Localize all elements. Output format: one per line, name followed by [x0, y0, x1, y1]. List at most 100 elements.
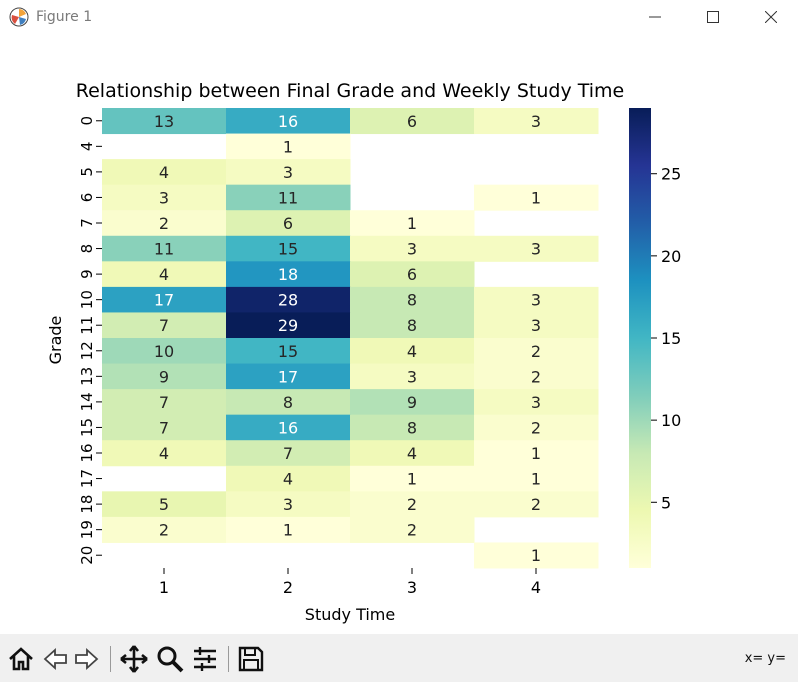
colorbar-tick-label: 10 [661, 411, 681, 430]
y-tick-label: 12 [78, 341, 96, 360]
heatmap-cell [102, 235, 227, 262]
y-tick-label: 0 [78, 116, 96, 126]
heatmap-cell [226, 389, 351, 416]
heatmap-cell [474, 338, 599, 365]
home-button[interactable] [6, 644, 36, 674]
y-tick-label: 5 [78, 167, 96, 177]
figure-canvas[interactable]: Relationship between Final Grade and Wee… [0, 34, 798, 648]
cell-value-label: 28 [278, 291, 298, 310]
heatmap-cell [226, 440, 351, 467]
back-button[interactable] [40, 644, 70, 674]
cell-value-label: 11 [278, 188, 298, 207]
zoom-icon [157, 646, 184, 673]
navigation-toolbar: x= y= [0, 634, 798, 682]
heatmap-cell [350, 338, 475, 365]
cell-value-label: 6 [407, 265, 417, 284]
heatmap-cell [474, 184, 599, 211]
cell-value-label: 3 [531, 112, 541, 131]
heatmap-cell [102, 159, 227, 186]
y-tick-label: 16 [78, 443, 96, 462]
chart-title: Relationship between Final Grade and Wee… [76, 80, 624, 102]
y-tick-label: 10 [78, 290, 96, 309]
heatmap-cell [350, 312, 475, 339]
cell-value-label: 15 [278, 240, 298, 259]
cell-value-label: 3 [407, 367, 417, 386]
minimize-button[interactable] [626, 0, 684, 34]
cell-value-label: 2 [159, 521, 169, 540]
cell-value-label: 13 [154, 112, 174, 131]
cell-value-label: 4 [407, 444, 417, 463]
cell-value-label: 1 [407, 214, 417, 233]
cell-value-label: 3 [531, 240, 541, 259]
cell-value-label: 1 [407, 470, 417, 489]
home-icon [9, 647, 33, 671]
configure-button[interactable] [190, 644, 220, 674]
heatmap-cell [226, 210, 351, 237]
heatmap-cell [350, 108, 475, 135]
matplotlib-app-icon [9, 7, 29, 27]
cell-value-label: 1 [531, 444, 541, 463]
cell-value-label: 2 [531, 367, 541, 386]
colorbar [629, 108, 651, 568]
heatmap-cell [102, 286, 227, 313]
cell-value-label: 10 [154, 342, 174, 361]
heatmap-cell [226, 108, 351, 135]
y-tick-label: 8 [78, 244, 96, 254]
y-tick-label: 9 [78, 269, 96, 279]
colorbar-tick-label: 5 [661, 493, 671, 512]
heatmap-cell [350, 440, 475, 467]
heatmap-cell [102, 440, 227, 467]
heatmap-cell [350, 235, 475, 262]
x-tick-label: 3 [407, 578, 417, 597]
maximize-button[interactable] [684, 0, 742, 34]
cell-value-label: 18 [278, 265, 298, 284]
cell-value-label: 3 [407, 240, 417, 259]
cell-value-label: 9 [159, 367, 169, 386]
zoom-button[interactable] [155, 644, 185, 674]
cell-value-label: 2 [407, 521, 417, 540]
heatmap-cell [102, 491, 227, 518]
cell-value-label: 7 [159, 316, 169, 335]
heatmap-cell [226, 159, 351, 186]
y-tick-label: 4 [78, 142, 96, 152]
cell-value-label: 11 [154, 240, 174, 259]
heatmap-cell [226, 133, 351, 160]
heatmap-cell [350, 516, 475, 543]
cell-value-label: 4 [159, 444, 169, 463]
heatmap-cell [350, 286, 475, 313]
colorbar-tick-label: 25 [661, 165, 681, 184]
heatmap-cell [474, 312, 599, 339]
heatmap-cell [226, 491, 351, 518]
cell-value-label: 3 [531, 316, 541, 335]
y-tick-label: 15 [78, 418, 96, 437]
cell-value-label: 4 [159, 163, 169, 182]
maximize-icon [707, 11, 719, 23]
y-tick-label: 14 [78, 392, 96, 411]
heatmap-cell [102, 414, 227, 441]
cell-value-label: 8 [407, 316, 417, 335]
cell-value-label: 6 [283, 214, 293, 233]
cell-value-label: 4 [283, 470, 293, 489]
heatmap-cell [350, 465, 475, 492]
heatmap-cell [102, 516, 227, 543]
heatmap-cell [226, 414, 351, 441]
heatmap-cell [226, 363, 351, 390]
forward-icon [75, 647, 99, 671]
cursor-coordinates: x= y= [744, 651, 786, 666]
x-tick-label: 4 [531, 578, 541, 597]
cell-value-label: 17 [278, 367, 298, 386]
cell-value-label: 29 [278, 316, 298, 335]
heatmap-cell [350, 210, 475, 237]
cell-value-label: 17 [154, 291, 174, 310]
heatmap-cell [102, 261, 227, 288]
heatmap-cell [102, 363, 227, 390]
heatmap-cell [474, 414, 599, 441]
toolbar-separator [110, 646, 111, 672]
forward-button[interactable] [72, 644, 102, 674]
minimize-icon [649, 16, 661, 18]
save-button[interactable] [236, 644, 266, 674]
heatmap-chart: Relationship between Final Grade and Wee… [46, 80, 681, 624]
y-tick-label: 20 [78, 546, 96, 565]
pan-button[interactable] [119, 644, 149, 674]
close-button[interactable] [742, 0, 798, 34]
